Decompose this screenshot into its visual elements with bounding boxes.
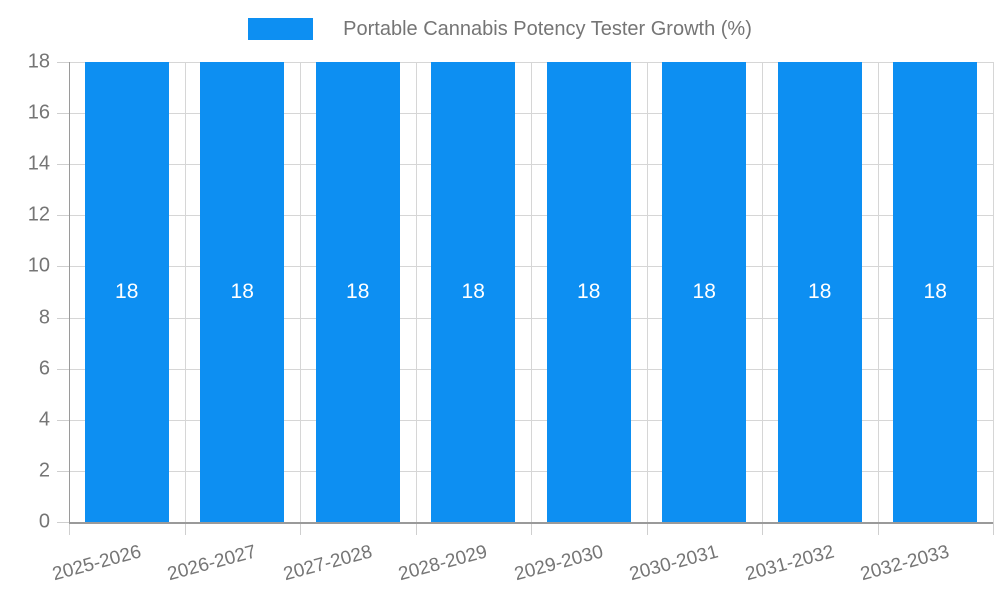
y-tick xyxy=(57,470,69,472)
bar[interactable]: 18 xyxy=(662,62,747,522)
x-tick xyxy=(993,522,994,535)
bar[interactable]: 18 xyxy=(84,62,169,522)
bar[interactable]: 18 xyxy=(200,62,285,522)
y-tick-label: 16 xyxy=(27,101,50,124)
bar-value-label: 18 xyxy=(461,280,485,303)
y-tick-label: 18 xyxy=(27,50,50,73)
y-tick-label: 14 xyxy=(27,152,50,175)
bar-value-label: 18 xyxy=(692,280,716,303)
y-axis-ticks xyxy=(57,62,69,523)
bar[interactable]: 18 xyxy=(893,62,978,522)
y-tick xyxy=(57,419,69,421)
y-tick xyxy=(57,368,69,370)
y-tick xyxy=(57,164,69,166)
y-tick-label: 10 xyxy=(27,254,50,277)
y-tick-label: 0 xyxy=(38,510,50,533)
v-gridline xyxy=(415,62,417,522)
x-axis-label: 2028-2029 xyxy=(396,541,490,586)
bar-value-label: 18 xyxy=(346,280,370,303)
y-tick xyxy=(57,317,69,319)
plot-area: 18 18 18 18 18 18 18 18 xyxy=(69,62,994,524)
y-tick-label: 2 xyxy=(38,459,50,482)
y-tick-label: 4 xyxy=(38,408,50,431)
v-gridline xyxy=(993,62,994,522)
bar[interactable]: 18 xyxy=(315,62,400,522)
x-axis-label: 2031-2032 xyxy=(743,541,837,586)
x-axis-label: 2025-2026 xyxy=(50,541,144,586)
x-axis-labels: 2025-2026 2026-2027 2027-2028 2028-2029 2029… xyxy=(50,533,993,600)
v-gridline xyxy=(762,62,763,522)
y-tick xyxy=(57,522,69,523)
y-tick xyxy=(57,266,69,268)
x-axis-label: 2030-2031 xyxy=(627,541,721,586)
x-tick xyxy=(300,522,301,535)
v-gridline xyxy=(531,62,532,522)
x-axis-label: 2026-2027 xyxy=(165,541,259,586)
y-axis-line xyxy=(69,62,70,522)
v-gridline xyxy=(184,62,186,522)
y-tick-label: 12 xyxy=(27,203,50,226)
x-tick xyxy=(184,522,186,535)
bar[interactable]: 18 xyxy=(431,62,516,522)
bar-value-label: 18 xyxy=(577,280,601,303)
chart-legend[interactable]: Portable Cannabis Potency Tester Growth … xyxy=(0,16,1000,42)
y-tick-label: 6 xyxy=(38,357,50,380)
x-tick xyxy=(415,522,417,535)
x-tick xyxy=(646,522,648,535)
x-tick xyxy=(69,522,70,535)
x-axis-label: 2027-2028 xyxy=(281,541,375,586)
v-gridline xyxy=(300,62,301,522)
bar-value-label: 18 xyxy=(923,280,947,303)
x-axis-line xyxy=(69,522,993,524)
bar[interactable]: 18 xyxy=(777,62,862,522)
bar-value-label: 18 xyxy=(230,280,254,303)
y-tick xyxy=(57,62,69,63)
x-tick xyxy=(877,522,879,535)
v-gridline xyxy=(877,62,879,522)
y-tick-label: 8 xyxy=(38,306,50,329)
bar-value-label: 18 xyxy=(808,280,832,303)
x-tick xyxy=(531,522,532,535)
x-tick xyxy=(762,522,763,535)
legend-swatch xyxy=(248,18,314,40)
y-tick xyxy=(57,113,69,115)
x-axis-label: 2029-2030 xyxy=(512,541,606,586)
x-axis-label: 2032-2033 xyxy=(858,541,952,586)
legend-label: Portable Cannabis Potency Tester Growth … xyxy=(343,18,752,40)
y-tick xyxy=(57,215,69,217)
y-axis-labels: 0 2 4 6 8 10 12 14 16 18 xyxy=(0,51,52,533)
x-axis-ticks xyxy=(69,522,994,535)
bar[interactable]: 18 xyxy=(546,62,631,522)
v-gridline xyxy=(646,62,648,522)
bar-value-label: 18 xyxy=(115,280,139,303)
